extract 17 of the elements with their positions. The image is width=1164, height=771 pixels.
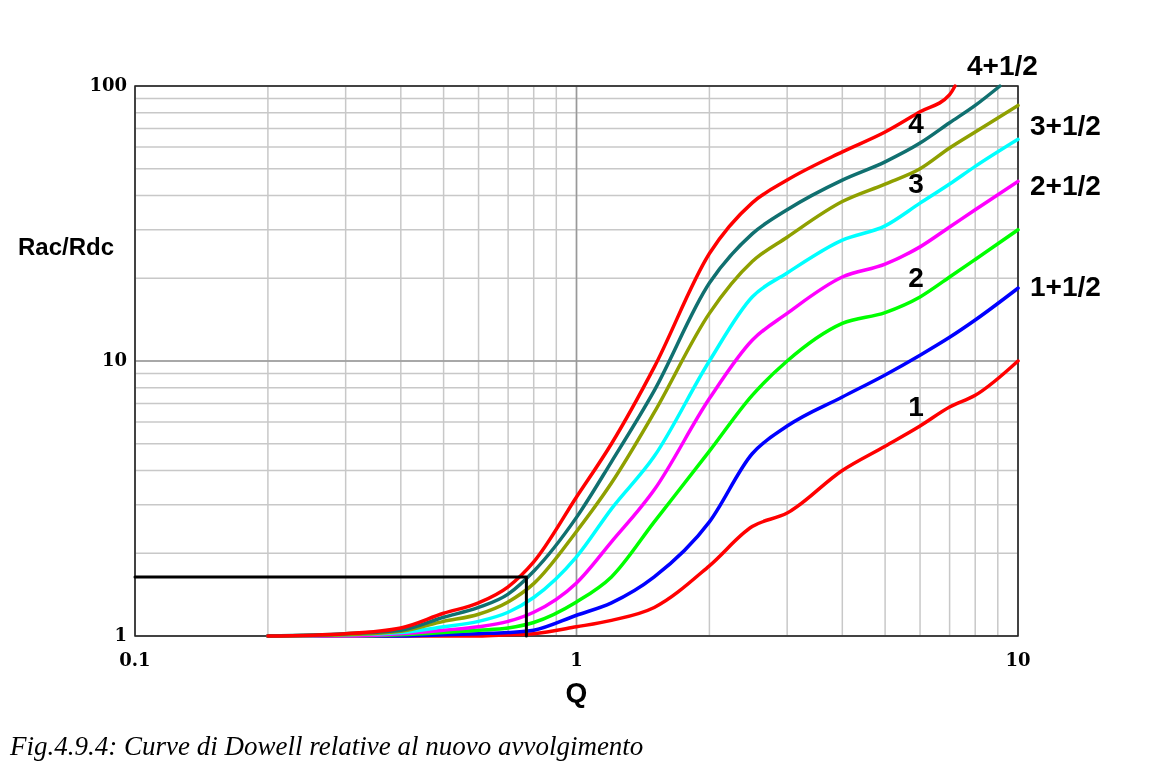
y-tick-label: 10 bbox=[101, 349, 127, 370]
series-label: 3+1/2 bbox=[1030, 110, 1101, 142]
series-label: 4 bbox=[908, 108, 925, 140]
series-label: 2+1/2 bbox=[1030, 170, 1101, 202]
series-label: 1+1/2 bbox=[1030, 270, 1101, 302]
y-tick-label: 1 bbox=[114, 624, 127, 645]
x-tick-label: 0.1 bbox=[119, 649, 151, 670]
x-tick-label: 1 bbox=[570, 649, 583, 670]
series-label: 2 bbox=[908, 261, 924, 293]
x-axis-title: Q bbox=[565, 677, 588, 708]
series-label: 4+1/2 bbox=[967, 50, 1038, 82]
y-axis-title: Rac/Rdc bbox=[17, 233, 115, 260]
caption: Fig.4.9.4: Curve di Dowell relative al nuovo avvolgimento bbox=[9, 731, 644, 761]
series-label: 1 bbox=[908, 391, 924, 423]
y-tick-label: 100 bbox=[89, 74, 127, 95]
series-label: 3 bbox=[908, 168, 924, 200]
x-tick-label: 10 bbox=[1005, 649, 1031, 670]
